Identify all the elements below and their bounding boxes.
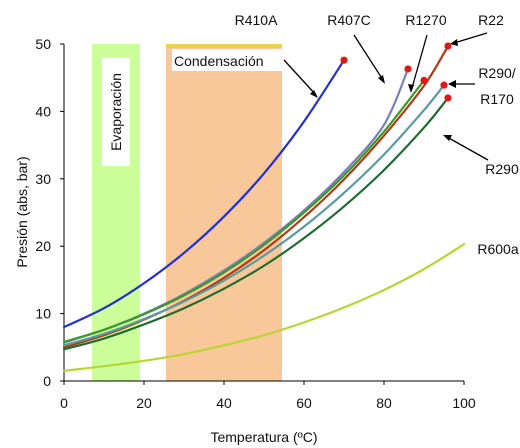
end-point-r290 bbox=[444, 94, 452, 102]
arrowhead-r407c bbox=[378, 75, 385, 84]
arrowhead-r290 bbox=[443, 135, 452, 141]
evaporation-label: Evaporación bbox=[108, 73, 124, 151]
evaporation-label-box bbox=[102, 58, 130, 166]
arrowhead-r410a bbox=[310, 90, 318, 98]
label-r407c: R407C bbox=[327, 12, 371, 28]
callouts: R410A R407C R1270 R22 R290/ R170 R290 R6… bbox=[235, 12, 519, 257]
y-tick-label: 20 bbox=[35, 238, 51, 254]
end-point-r290-r170 bbox=[440, 81, 448, 89]
series-line-r600a bbox=[62, 243, 466, 372]
series-line-r290 bbox=[62, 96, 450, 351]
end-markers bbox=[340, 42, 452, 102]
end-point-r407c bbox=[404, 65, 412, 73]
y-tick-label: 50 bbox=[35, 36, 51, 52]
series-line-r1270 bbox=[62, 79, 426, 344]
leader-r407c bbox=[353, 34, 384, 81]
arrowhead-r290-r170 bbox=[448, 80, 456, 88]
label-r410a: R410A bbox=[235, 12, 278, 28]
end-point-r1270 bbox=[420, 76, 428, 84]
y-tick-label: 40 bbox=[35, 103, 51, 119]
y-tick-label: 30 bbox=[35, 171, 51, 187]
temperature-bands: Evaporación Condensación bbox=[92, 44, 290, 381]
condensation-top-stripe bbox=[166, 44, 282, 48]
x-tick-label: 40 bbox=[216, 395, 232, 411]
y-tick-label: 0 bbox=[43, 373, 51, 389]
label-r1270: R1270 bbox=[405, 12, 446, 28]
series-line-r410a bbox=[62, 59, 346, 329]
x-tick-label: 20 bbox=[136, 395, 152, 411]
x-tick-label: 100 bbox=[452, 395, 476, 411]
label-r600a: R600a bbox=[477, 241, 518, 257]
label-r290-r170-line2: R170 bbox=[480, 91, 514, 107]
x-tick-label: 0 bbox=[60, 395, 68, 411]
x-tick-label: 80 bbox=[376, 395, 392, 411]
series-lines bbox=[62, 44, 466, 372]
label-r22: R22 bbox=[478, 12, 504, 28]
y-tick-label: 10 bbox=[35, 306, 51, 322]
tick-labels: 0 20 40 60 80 100 0 10 20 30 40 50 bbox=[35, 36, 475, 411]
condensation-label: Condensación bbox=[174, 53, 264, 69]
end-point-r22 bbox=[444, 42, 452, 50]
x-axis-title: Temperatura (ºC) bbox=[210, 429, 317, 445]
arrowhead-r1270 bbox=[408, 84, 414, 93]
leader-r410a bbox=[283, 59, 317, 96]
label-r290-r170-line1: R290/ bbox=[478, 65, 515, 81]
leader-r1270 bbox=[411, 34, 428, 89]
end-point-r410a bbox=[340, 56, 348, 64]
label-r290: R290 bbox=[485, 161, 519, 177]
condensation-band bbox=[166, 44, 282, 381]
series-line-r290-r170 bbox=[62, 84, 446, 347]
arrowhead-r22 bbox=[450, 39, 458, 46]
y-axis-title: Presión (abs, bar) bbox=[14, 156, 30, 267]
x-tick-label: 60 bbox=[296, 395, 312, 411]
leader-r22 bbox=[453, 32, 488, 44]
condensation-label-box bbox=[172, 49, 290, 71]
leader-r290 bbox=[446, 136, 489, 161]
axes bbox=[63, 44, 464, 382]
